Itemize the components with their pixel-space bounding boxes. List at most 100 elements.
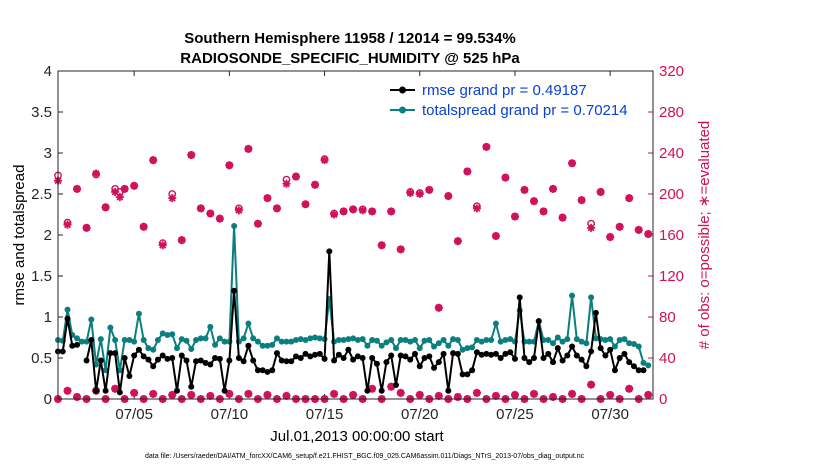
rmse-point: [597, 345, 604, 352]
obs-evaluated-marker: [368, 207, 377, 216]
totalspread-point: [259, 342, 266, 349]
obs-rejected-marker: [644, 390, 653, 399]
totalspread-point: [416, 345, 423, 352]
obs-evaluated-marker-stroke: [625, 194, 633, 202]
rmse-point: [88, 336, 95, 343]
totalspread-point: [340, 336, 347, 343]
totalspread-point: [445, 342, 452, 349]
obs-evaluated-marker-stroke: [492, 232, 500, 240]
rmse-point: [126, 373, 133, 380]
rmse-point: [207, 361, 214, 368]
totalspread-point: [354, 336, 361, 343]
obs-evaluated-marker-stroke: [349, 205, 357, 213]
totalspread-point: [293, 336, 299, 343]
obs-evaluated-marker: [101, 203, 110, 212]
obs-evaluated-marker-stroke: [425, 186, 433, 194]
obs-evaluated-marker-stroke: [378, 241, 386, 249]
totalspread-point: [169, 331, 176, 338]
obs-evaluated-marker-stroke: [540, 207, 548, 215]
y-axis-label: rmse and totalspread: [11, 165, 28, 306]
rmse-point: [573, 352, 580, 359]
rmse-point: [193, 358, 200, 365]
rmse-point: [112, 350, 119, 357]
obs-evaluated-marker-stroke: [83, 224, 91, 232]
rmse-point: [226, 357, 233, 364]
totalspread-point: [602, 336, 609, 343]
rmse-point: [511, 355, 518, 362]
totalspread-point: [154, 336, 161, 343]
y2-tick-label: 120: [659, 268, 684, 285]
obs-rejected-marker: [63, 386, 72, 395]
obs-evaluated-marker-stroke: [273, 204, 281, 212]
obs-evaluated-marker: [625, 194, 634, 203]
obs-evaluated-marker: [225, 161, 234, 170]
rmse-point: [197, 357, 204, 364]
totalspread-point: [588, 294, 595, 301]
obs-evaluated-marker-stroke: [64, 221, 72, 229]
totalspread-point: [388, 336, 395, 343]
rmse-point: [102, 387, 109, 394]
rmse-point: [188, 383, 195, 390]
obs-rejected-marker: [187, 390, 196, 399]
rmse-point: [559, 357, 566, 364]
y2-tick-label: 40: [659, 350, 676, 367]
legend-spread-marker: [399, 106, 406, 114]
rmse-point: [545, 350, 552, 357]
totalspread-point: [592, 335, 599, 342]
obs-evaluated-marker-stroke: [568, 159, 576, 167]
totalspread-point: [454, 336, 461, 343]
rmse-point: [450, 350, 457, 357]
chart-title: Southern Hemisphere 11958 / 12014 = 99.5…: [184, 30, 515, 47]
rmse-point: [592, 309, 599, 316]
obs-evaluated-marker-stroke: [197, 204, 205, 212]
axis-ticks: 07/05 07/10 07/15 07/20 07/25 07/30 0 0.5 1 1.5 2 2…: [31, 63, 684, 423]
totalspread-point: [564, 336, 571, 343]
obs-evaluated-marker-stroke: [606, 233, 614, 241]
rmse-point: [611, 367, 618, 374]
rmse-point: [569, 343, 576, 350]
rmse-point: [340, 355, 347, 361]
totalspread-point: [483, 336, 490, 343]
rmse-point: [640, 367, 647, 374]
obs-rejected-marker-stroke: [435, 392, 443, 400]
rmse-point: [245, 342, 252, 349]
obs-rejected-marker-stroke: [473, 389, 481, 397]
obs-evaluated-marker-stroke: [282, 180, 290, 188]
totalspread-point: [373, 337, 380, 344]
y-tick-label: 1: [44, 309, 52, 326]
rmse-point: [254, 367, 261, 374]
obs-evaluated-marker: [396, 245, 405, 254]
obs-rejected-marker-stroke: [644, 391, 652, 399]
rmse-point: [83, 357, 90, 364]
totalspread-point: [197, 335, 204, 342]
rmse-point: [74, 341, 81, 348]
obs-evaluated-marker: [272, 204, 281, 213]
totalspread-point: [392, 345, 399, 352]
obs-evaluated-marker: [196, 204, 205, 213]
obs-evaluated-marker: [234, 206, 243, 215]
obs-evaluated-marker: [330, 210, 339, 219]
rmse-point: [212, 355, 219, 361]
rmse-point: [502, 350, 509, 357]
totalspread-point: [302, 336, 309, 343]
obs-rejected-marker-stroke: [187, 391, 195, 399]
rmse-point: [554, 345, 561, 352]
totalspread-point: [307, 335, 314, 342]
rmse-point: [535, 318, 542, 325]
y2-tick-label: 240: [659, 145, 684, 162]
obs-rejected-marker: [244, 389, 253, 398]
obs-evaluated-marker-stroke: [130, 182, 138, 190]
data-file-footer: data file: /Users/raeder/DAI/ATM_forcXX/…: [145, 453, 585, 460]
obs-evaluated-marker-stroke: [302, 200, 310, 208]
obs-evaluated-marker: [349, 205, 358, 214]
obs-evaluated-marker: [501, 173, 510, 182]
rmse-point: [416, 363, 423, 370]
rmse-point: [397, 352, 404, 359]
obs-evaluated-marker-stroke: [501, 174, 509, 182]
y2-tick-label: 320: [659, 63, 684, 80]
totalspread-point: [178, 336, 185, 343]
rmse-point: [488, 351, 495, 358]
totalspread-point: [364, 342, 371, 349]
obs-evaluated-marker: [634, 225, 643, 234]
rmse-point: [145, 356, 152, 363]
